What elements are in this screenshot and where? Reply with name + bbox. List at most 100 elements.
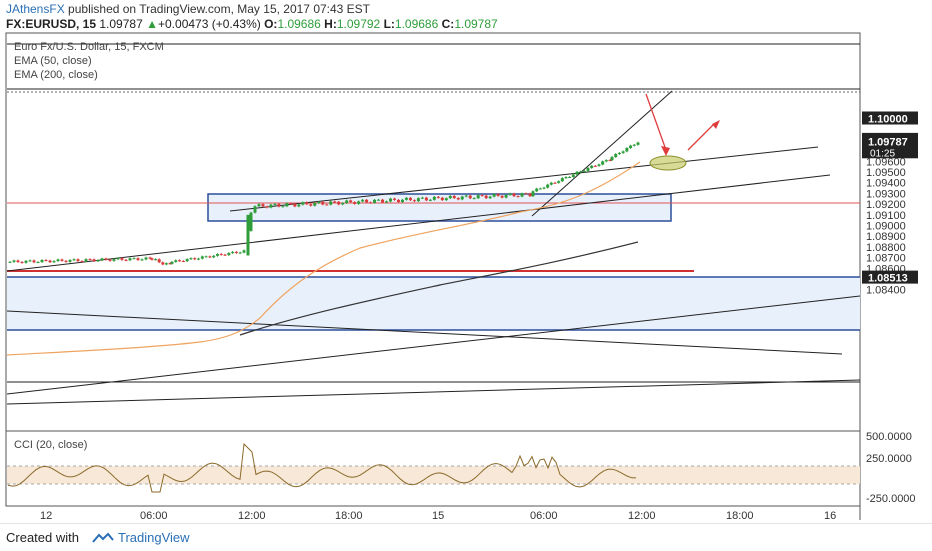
legend-ema50: EMA (50, close) — [14, 55, 92, 67]
arrow-head-down-icon — [661, 146, 670, 156]
candle-body — [408, 197, 412, 201]
candle-body — [285, 203, 289, 207]
cci-tick-label: 500.0000 — [866, 431, 912, 443]
candle-body — [329, 201, 333, 205]
candle-body — [520, 193, 524, 197]
candle-body — [297, 204, 301, 207]
close-value: 1.09787 — [454, 17, 498, 31]
price-label-box — [862, 134, 918, 159]
candle-body — [249, 212, 253, 231]
candle-body — [60, 259, 64, 261]
candle-body — [621, 151, 625, 153]
open-label: O: — [264, 17, 278, 31]
candle-body — [253, 206, 257, 213]
candle-body — [124, 259, 128, 261]
candle-body — [161, 262, 165, 265]
symbol-name: FX:EURUSD, 15 — [6, 17, 97, 31]
time-tick-label: 06:00 — [530, 510, 558, 522]
candle-body — [212, 255, 216, 258]
candle-body — [36, 262, 40, 264]
candle-body — [488, 196, 492, 199]
candle-body — [516, 196, 520, 198]
candle-body — [178, 260, 182, 262]
candle-body — [404, 197, 408, 200]
time-tick-label: 06:00 — [140, 510, 168, 522]
candle-body — [480, 195, 484, 197]
candle-body — [400, 199, 404, 203]
candle-body — [150, 258, 154, 260]
candle-body — [301, 202, 305, 205]
candle-body — [277, 203, 281, 207]
published-text: published on TradingView.com, May 15, 20… — [68, 2, 371, 16]
candle-body — [432, 196, 436, 200]
candle-body — [12, 260, 16, 262]
candle-body — [321, 201, 325, 205]
author-link[interactable]: JAthensFX — [6, 2, 65, 16]
candle-body — [181, 261, 185, 263]
candle-body — [504, 194, 508, 198]
candle-body — [448, 195, 452, 199]
candle-body — [597, 164, 601, 166]
target-ellipse — [649, 155, 687, 171]
cci-legend: CCI (20, close) — [14, 439, 87, 451]
price-label-box — [862, 111, 918, 125]
high-label: H: — [324, 17, 337, 31]
time-tick-label: 15 — [432, 510, 444, 522]
candle-body — [472, 198, 476, 200]
candle-body — [357, 201, 361, 204]
candle-body — [157, 259, 161, 263]
highlighted-price-label: 1.08513 — [868, 273, 908, 285]
price-tick-label: 1.09000 — [866, 221, 906, 233]
time-tick-label: 12:00 — [628, 510, 656, 522]
candle-body — [76, 259, 80, 262]
ema200-line — [239, 241, 639, 336]
candle-body — [392, 198, 396, 200]
tradingview-brand[interactable]: TradingView — [118, 530, 190, 545]
candle-body — [396, 199, 400, 203]
candle-body — [579, 171, 583, 173]
price-tick-label: 1.09300 — [866, 188, 906, 200]
candle-body — [16, 260, 20, 263]
candle-body — [582, 170, 586, 172]
candle-body — [420, 197, 424, 199]
candle-body — [629, 145, 633, 149]
candle-body — [349, 200, 353, 203]
candle-body — [189, 258, 193, 260]
price-tick-label: 1.08700 — [866, 253, 906, 265]
candle-body — [104, 258, 108, 260]
candle-body — [337, 201, 341, 205]
candle-body — [464, 195, 468, 197]
candle-body — [604, 160, 608, 162]
price-tick-label: 1.09600 — [866, 156, 906, 168]
candle-body — [538, 188, 542, 190]
candle-body — [500, 195, 504, 198]
candle-body — [531, 191, 535, 197]
candle-body — [100, 258, 104, 261]
candle-body — [528, 193, 532, 197]
price-chart[interactable]: 1.097001.096001.095001.094001.093001.092… — [0, 0, 932, 523]
candle-body — [512, 193, 516, 197]
candle-body — [168, 263, 172, 265]
candle-body — [164, 263, 168, 265]
candle-body — [223, 254, 227, 256]
candle-body — [444, 198, 448, 201]
cci-axis-labels: 500.0000 250.0000 -250.0000 — [866, 431, 916, 505]
candle-body — [468, 195, 472, 199]
candle-body — [265, 206, 269, 208]
price-label-box — [862, 270, 918, 284]
candle-body — [341, 203, 345, 205]
candle-body — [524, 193, 528, 195]
candle-body — [84, 259, 88, 262]
candle-body — [385, 201, 389, 203]
candle-body — [571, 174, 575, 178]
price-tick-label: 1.08900 — [866, 231, 906, 243]
candle-body — [389, 198, 393, 202]
candle-body — [636, 142, 640, 145]
arrow-head-up-icon — [712, 120, 720, 129]
open-value: 1.09686 — [277, 17, 321, 31]
time-tick-label: 12 — [40, 510, 52, 522]
candle-body — [281, 206, 285, 208]
tradingview-logo-icon — [92, 532, 114, 543]
symbol-ohlc-line: FX:EURUSD, 15 1.09787 ▲+0.00473 (+0.43%)… — [6, 17, 498, 31]
candle-body — [24, 260, 28, 263]
